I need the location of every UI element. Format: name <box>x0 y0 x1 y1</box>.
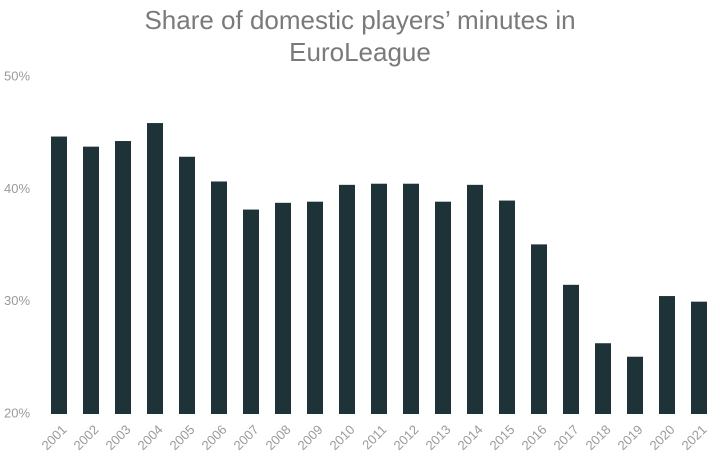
x-tick-label: 2003 <box>102 422 133 453</box>
y-tick-label: 50% <box>4 68 30 83</box>
x-tick-label: 2018 <box>582 422 613 453</box>
bar <box>659 296 675 414</box>
bar <box>499 200 515 414</box>
x-tick-label: 2006 <box>198 422 229 453</box>
x-tick-label: 2010 <box>326 422 357 453</box>
bar <box>243 209 259 414</box>
x-tick-label: 2011 <box>359 422 389 452</box>
x-tick-label: 2015 <box>486 422 517 453</box>
bar <box>371 183 387 414</box>
x-tick-label: 2017 <box>550 422 581 453</box>
bar <box>595 343 611 414</box>
chart-title: Share of domestic players’ minutes in Eu… <box>144 5 576 67</box>
x-tick-label: 2005 <box>166 422 197 453</box>
y-tick-label: 30% <box>4 293 30 308</box>
x-tick-label: 2020 <box>646 422 677 453</box>
bar <box>179 156 195 415</box>
bar <box>275 202 291 414</box>
x-tick-label: 2004 <box>134 422 165 453</box>
bar <box>627 356 643 414</box>
bar <box>563 284 579 414</box>
x-tick-label: 2014 <box>454 422 485 453</box>
bar <box>403 183 419 414</box>
bar <box>115 141 131 414</box>
x-tick-label: 2013 <box>422 422 453 453</box>
bar <box>531 244 547 414</box>
x-tick-label: 2001 <box>38 422 69 453</box>
bar <box>691 301 707 414</box>
x-tick-label: 2019 <box>614 422 645 453</box>
x-tick-label: 2007 <box>230 422 261 453</box>
y-tick-label: 40% <box>4 181 30 196</box>
bar <box>467 184 483 414</box>
bar <box>307 201 323 414</box>
bar <box>339 184 355 414</box>
bar <box>211 181 227 414</box>
x-tick-label: 2008 <box>262 422 293 453</box>
x-tick-label: 2009 <box>294 422 325 453</box>
y-tick-label: 20% <box>4 405 30 420</box>
bar <box>51 136 67 414</box>
x-tick-label: 2012 <box>390 422 421 453</box>
bar <box>147 123 163 414</box>
x-tick-label: 2002 <box>70 422 101 453</box>
bar <box>435 201 451 414</box>
x-tick-label: 2016 <box>518 422 549 453</box>
x-tick-label: 2021 <box>678 422 709 453</box>
bar <box>83 146 99 414</box>
